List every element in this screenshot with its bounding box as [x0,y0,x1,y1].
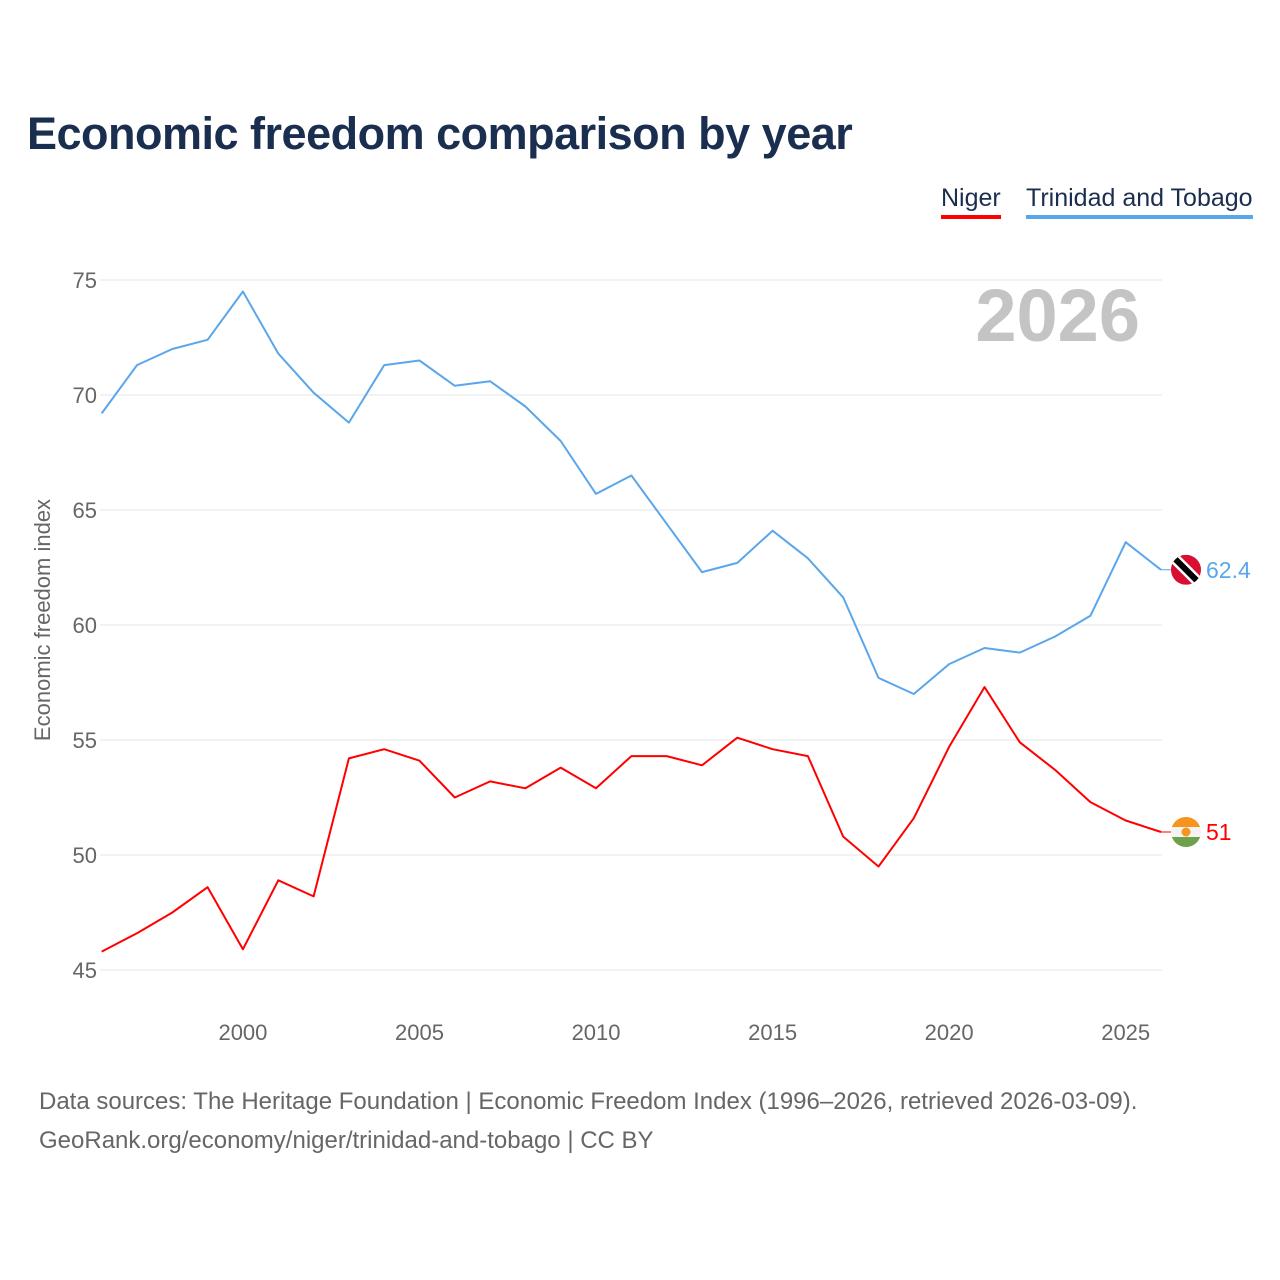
data-point-niger [558,765,564,771]
data-point-niger [487,778,493,784]
data-point-niger [628,753,634,759]
y-tick-label: 45 [73,958,97,983]
data-point-trinidad-and-tobago [664,521,670,527]
data-point-trinidad-and-tobago [452,383,458,389]
data-point-trinidad-and-tobago [522,404,528,410]
data-point-niger [381,746,387,752]
data-point-trinidad-and-tobago [946,661,952,667]
data-point-niger [699,762,705,768]
end-value-label-trinidad-and-tobago: 62.4 [1206,557,1251,583]
series-line-niger [101,686,1162,953]
data-point-trinidad-and-tobago [558,438,564,444]
data-point-niger [1087,799,1093,805]
data-point-trinidad-and-tobago [770,528,776,534]
x-tick-label: 2000 [218,1020,267,1045]
data-point-niger [1123,818,1129,824]
series-line-trinidad-and-tobago [100,290,1162,695]
end-value-label-niger: 51 [1206,819,1232,845]
data-point-trinidad-and-tobago [1017,650,1023,656]
y-tick-label: 55 [73,728,97,753]
data-point-trinidad-and-tobago [734,560,740,566]
data-point-trinidad-and-tobago [487,378,493,384]
data-point-trinidad-and-tobago [1052,634,1058,640]
data-point-niger [805,753,811,759]
data-point-niger [240,946,246,952]
data-point-trinidad-and-tobago [876,675,882,681]
data-point-trinidad-and-tobago [981,645,987,651]
data-point-niger [275,877,281,883]
data-point-trinidad-and-tobago [134,362,140,368]
data-point-trinidad-and-tobago [840,594,846,600]
data-point-niger [840,834,846,840]
data-point-trinidad-and-tobago [275,351,281,357]
chart-title: Economic freedom comparison by year [27,108,853,159]
data-point-trinidad-and-tobago [99,410,105,416]
x-tick-label: 2005 [395,1020,444,1045]
y-tick-label: 70 [73,383,97,408]
data-point-trinidad-and-tobago [805,555,811,561]
data-point-niger [311,893,317,899]
data-point-trinidad-and-tobago [1087,613,1093,619]
data-point-trinidad-and-tobago [1123,539,1129,545]
data-point-niger [734,735,740,741]
data-point-niger [981,684,987,690]
data-point-trinidad-and-tobago [169,346,175,352]
year-watermark: 2026 [975,274,1140,357]
y-tick-label: 75 [73,268,97,293]
data-point-niger [169,910,175,916]
data-point-niger [946,744,952,750]
data-point-niger [99,949,105,955]
data-point-trinidad-and-tobago [911,691,917,697]
y-tick-label: 50 [73,843,97,868]
legend-item-trinidad-and-tobago[interactable]: Trinidad and Tobago [1026,184,1253,219]
niger-flag-icon [1171,817,1201,847]
data-point-niger [134,930,140,936]
data-point-niger [593,785,599,791]
trinidad-and-tobago-flag-icon [1171,554,1201,585]
data-point-trinidad-and-tobago [346,420,352,426]
data-point-trinidad-and-tobago [240,289,246,295]
y-axis-label: Economic freedom index [30,499,55,741]
y-tick-label: 65 [73,498,97,523]
data-point-trinidad-and-tobago [311,390,317,396]
data-point-trinidad-and-tobago [205,337,211,343]
data-point-niger [416,758,422,764]
data-point-trinidad-and-tobago [381,362,387,368]
footer-sources: Data sources: The Heritage Foundation | … [39,1088,1138,1115]
x-tick-label: 2015 [748,1020,797,1045]
legend-item-niger[interactable]: Niger [941,184,1001,219]
data-point-niger [522,785,528,791]
data-point-niger [452,795,458,801]
data-point-trinidad-and-tobago [628,473,634,479]
data-point-niger [770,746,776,752]
data-point-trinidad-and-tobago [416,358,422,364]
footer-attribution: GeoRank.org/economy/niger/trinidad-and-t… [39,1127,654,1154]
data-point-trinidad-and-tobago [699,569,705,575]
data-point-niger [911,815,917,821]
data-point-niger [664,753,670,759]
data-point-trinidad-and-tobago [593,491,599,497]
data-point-niger [1052,767,1058,773]
x-tick-label: 2020 [925,1020,974,1045]
data-point-niger [346,755,352,761]
x-tick-label: 2025 [1101,1020,1150,1045]
data-point-niger [876,864,882,870]
y-tick-label: 60 [73,613,97,638]
x-tick-label: 2010 [572,1020,621,1045]
data-point-niger [205,884,211,890]
data-point-niger [1017,739,1023,745]
